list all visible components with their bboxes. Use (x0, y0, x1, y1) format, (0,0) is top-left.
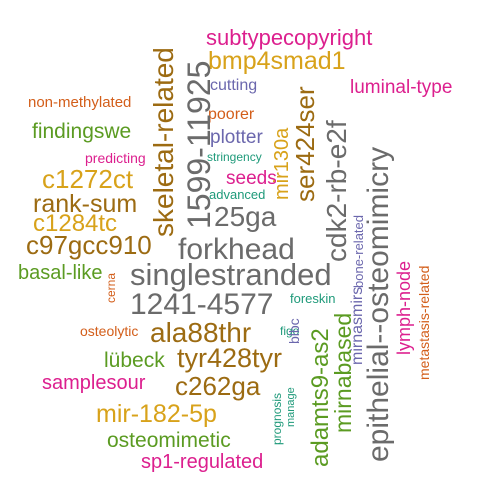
word-mir130a: mir130a (272, 128, 292, 200)
word-bone-related: bone-related (352, 215, 365, 288)
word-singlestranded: singlestranded (130, 259, 332, 290)
word-cdk2-rb-e2f: cdk2-rb-e2f (323, 120, 351, 262)
word-c97gcc910: c97gcc910 (26, 232, 152, 258)
word-basal-like: basal-like (18, 263, 102, 283)
word-mirnasmirs: mirnasmirs (350, 287, 366, 365)
word-foreskin: foreskin (290, 292, 336, 305)
word-skeletal-related: skeletal-related (150, 47, 178, 237)
word-lubeck: lübeck (104, 350, 165, 371)
word-findingswe: findingswe (32, 121, 131, 142)
word-blbc: blbc (287, 318, 301, 344)
word-bmp4smad1: bmp4smad1 (208, 49, 346, 74)
word-c262ga: c262ga (175, 373, 260, 399)
word-seeds: seeds (226, 169, 277, 188)
word-prognosis: prognosis (271, 393, 283, 445)
word-metastasis-related: metastasis-related (417, 266, 431, 380)
word-advanced: advanced (209, 188, 265, 201)
word-subtypecopyright: subtypecopyright (206, 27, 372, 49)
word-epithelial-osteomimicry: epithelial--osteomimicry (364, 147, 394, 462)
word-sp1-regulated: sp1-regulated (141, 452, 263, 472)
word-25ga: 25ga (214, 203, 276, 231)
word-non-methylated: non-methylated (28, 95, 131, 110)
word-plotter: plotter (210, 128, 263, 147)
word-cutting: cutting (210, 78, 257, 94)
word-manage: manage (286, 387, 297, 427)
word-osteolytic: osteolytic (80, 324, 138, 338)
word-mir-182-5p: mir-182-5p (96, 402, 217, 427)
word-lymph-node: lymph-node (395, 261, 413, 355)
word-1241-4577: 1241-4577 (130, 290, 273, 320)
word-1599-11925: 1599-11925 (183, 61, 215, 229)
word-cerna: cerna (105, 273, 117, 303)
word-luminal-type: luminal-type (350, 78, 452, 97)
word-osteomimetic: osteomimetic (107, 430, 231, 451)
word-samplesour: samplesour (42, 373, 145, 393)
word-ser424ser: ser424ser (292, 86, 318, 202)
word-adamts9-as2: adamts9-as2 (309, 328, 333, 467)
word-tyr428tyr: tyr428tyr (177, 345, 282, 372)
word-predicting: predicting (85, 151, 146, 165)
word-c1272ct: c1272ct (42, 166, 133, 192)
